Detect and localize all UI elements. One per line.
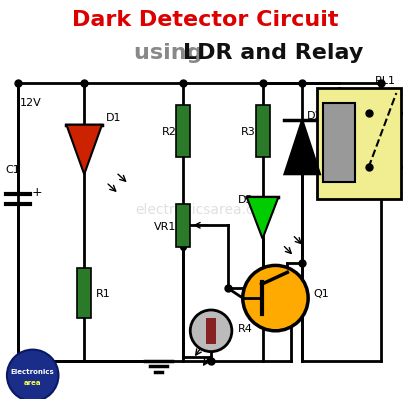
Bar <box>206 318 216 344</box>
Text: Electronics: Electronics <box>11 369 55 375</box>
Text: VR1: VR1 <box>154 221 176 231</box>
Text: R1: R1 <box>96 288 111 298</box>
Bar <box>256 105 270 158</box>
Text: area: area <box>24 379 41 385</box>
Bar <box>176 105 190 158</box>
Text: using: using <box>134 43 210 63</box>
Polygon shape <box>247 198 278 239</box>
Bar <box>317 89 401 200</box>
Bar <box>323 103 355 183</box>
Bar <box>77 269 91 318</box>
Text: D1: D1 <box>106 113 121 122</box>
Text: electronicsarea.com: electronicsarea.com <box>135 203 275 217</box>
Circle shape <box>190 310 232 352</box>
Text: R3: R3 <box>241 126 256 136</box>
Text: LDR and Relay: LDR and Relay <box>183 43 364 63</box>
Text: D3: D3 <box>238 194 253 205</box>
Text: Dark Detector Circuit: Dark Detector Circuit <box>72 10 338 30</box>
Polygon shape <box>66 126 102 175</box>
Text: R2: R2 <box>161 126 176 136</box>
Text: C1: C1 <box>5 165 20 175</box>
Polygon shape <box>285 120 320 175</box>
Text: D2: D2 <box>307 111 323 120</box>
Bar <box>176 205 190 247</box>
Circle shape <box>7 350 59 401</box>
Text: R4: R4 <box>238 323 253 333</box>
Text: 12V: 12V <box>20 98 42 108</box>
Text: RL1: RL1 <box>375 76 396 86</box>
Text: Q1: Q1 <box>313 288 329 298</box>
Circle shape <box>243 266 308 331</box>
Text: +: + <box>32 185 42 198</box>
